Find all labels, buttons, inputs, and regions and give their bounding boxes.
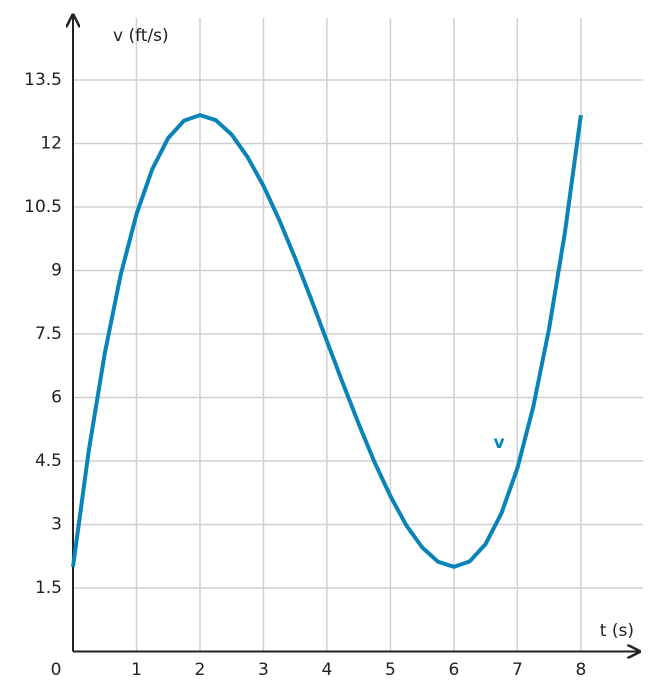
y-tick-label: 3: [51, 515, 62, 535]
y-tick-label: 1.5: [35, 578, 62, 598]
y-tick-label: 4.5: [35, 451, 62, 471]
line: [71, 113, 583, 569]
x-tick-label: 5: [385, 660, 396, 680]
y-tick-label: 7.5: [35, 324, 62, 344]
x-tick-label: 8: [575, 660, 586, 680]
y-tick-label: 9: [51, 261, 62, 281]
x-axis-label: t (s): [600, 621, 634, 641]
y-tick-label: 10.5: [24, 197, 62, 217]
series-label: v: [493, 433, 504, 453]
y-tick-label: 6: [51, 388, 62, 408]
x-tick-label: 2: [195, 660, 206, 680]
x-tick-label: 6: [448, 660, 459, 680]
x-tick-label: 7: [512, 660, 523, 680]
grid: [73, 18, 643, 652]
y-axis-label: v (ft/s): [113, 26, 169, 46]
y-tick-label: 13.5: [24, 70, 62, 90]
x-tick-label: 3: [258, 660, 269, 680]
x-tick-label: 1: [131, 660, 142, 680]
x-tick-label: 4: [322, 660, 333, 680]
x-tick-label: 0: [51, 660, 62, 680]
y-tick-label: 12: [40, 134, 62, 154]
